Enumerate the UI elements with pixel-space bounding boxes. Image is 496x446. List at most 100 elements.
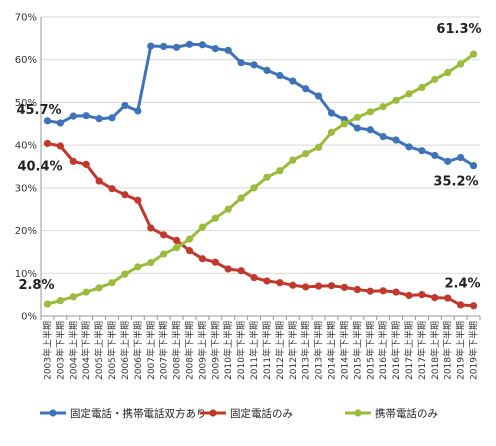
x-tick-label: 2006年下半期 xyxy=(132,321,144,380)
data-point xyxy=(56,119,64,127)
data-point xyxy=(392,96,400,104)
data-point xyxy=(366,126,374,134)
data-point xyxy=(147,42,155,50)
data-point xyxy=(353,124,361,132)
series-group xyxy=(43,40,478,310)
data-point xyxy=(69,112,77,120)
data-point xyxy=(56,142,64,150)
data-point xyxy=(172,244,181,252)
data-point xyxy=(172,43,181,51)
x-tick-label: 2004年下半期 xyxy=(80,321,92,380)
x-tick-label: 2010年下半期 xyxy=(235,321,247,380)
legend-swatch-marker xyxy=(354,409,362,417)
data-point xyxy=(43,300,52,308)
data-point xyxy=(405,143,413,151)
data-point xyxy=(43,139,52,148)
data-point xyxy=(160,42,168,51)
data-point xyxy=(315,92,323,100)
data-point xyxy=(211,258,219,266)
x-tick-label: 2017年上半期 xyxy=(403,321,415,380)
legend-item-0: 固定電話・携帯電話双方あり xyxy=(40,407,207,420)
data-point xyxy=(172,236,181,244)
x-tick-label: 2006年上半期 xyxy=(119,321,131,380)
x-tick-label: 2014年上半期 xyxy=(326,321,338,380)
data-point xyxy=(340,120,349,128)
x-tick-label: 2009年上半期 xyxy=(196,321,208,380)
data-point xyxy=(211,214,219,222)
x-tick-label: 2003年下半期 xyxy=(54,321,66,380)
data-point xyxy=(82,112,90,120)
data-point xyxy=(327,282,336,290)
x-tick-label: 2013年上半期 xyxy=(300,321,312,380)
data-point xyxy=(121,101,129,110)
gridlines xyxy=(41,16,480,317)
x-tick-label: 2018年上半期 xyxy=(429,321,441,380)
data-point xyxy=(147,259,155,267)
x-tick-label: 2019年下半期 xyxy=(468,321,480,380)
y-tick-label: 20% xyxy=(15,226,37,237)
data-point xyxy=(444,294,452,302)
legend-item-1: 固定電話のみ xyxy=(200,407,293,420)
legend-label: 固定電話のみ xyxy=(230,407,293,420)
data-point xyxy=(431,294,439,302)
y-tick-label: 40% xyxy=(15,141,37,152)
data-point xyxy=(224,265,232,273)
data-point xyxy=(160,250,168,258)
x-tick-label: 2009年下半期 xyxy=(209,321,221,380)
x-tick-label: 2017年下半期 xyxy=(416,321,428,380)
data-point xyxy=(237,194,245,202)
data-point xyxy=(418,147,426,155)
x-tick-label: 2012年下半期 xyxy=(287,321,299,380)
data-label: 45.7% xyxy=(16,103,61,118)
x-axis: 2003年上半期 2003年下半期 2004年上半期 2004年下半期 2005年上半期… xyxy=(40,315,481,380)
data-point xyxy=(95,115,103,123)
data-point xyxy=(276,71,284,80)
data-point xyxy=(108,114,116,122)
x-tick-label: 2004年上半期 xyxy=(67,321,79,380)
y-tick-label: 30% xyxy=(15,183,37,194)
y-tick-label: 60% xyxy=(15,55,37,66)
data-point xyxy=(340,283,349,291)
data-point xyxy=(457,60,465,68)
data-point xyxy=(444,68,452,77)
data-point xyxy=(185,235,194,243)
x-tick-label: 2008年下半期 xyxy=(183,321,195,380)
data-point xyxy=(43,117,52,125)
x-tick-label: 2011年下半期 xyxy=(261,321,273,380)
data-label: 2.8% xyxy=(18,278,54,293)
data-point xyxy=(237,267,245,275)
data-point xyxy=(353,285,361,294)
data-point xyxy=(147,224,155,232)
x-tick-label: 2008年上半期 xyxy=(171,321,183,380)
data-point xyxy=(276,279,284,287)
data-label: 40.4% xyxy=(17,159,62,174)
data-point xyxy=(289,281,297,289)
data-point xyxy=(379,287,387,295)
data-point xyxy=(379,133,387,141)
data-point xyxy=(315,143,323,151)
x-tick-label: 2015年下半期 xyxy=(364,321,376,380)
x-tick-label: 2014年下半期 xyxy=(338,321,350,380)
data-point xyxy=(431,151,439,159)
data-label: 2.4% xyxy=(444,277,480,292)
data-point xyxy=(160,231,168,239)
legend-swatch-marker xyxy=(209,409,217,417)
data-point xyxy=(108,279,116,287)
data-point xyxy=(237,59,245,67)
data-point xyxy=(263,66,271,74)
y-axis: 0% 10% 20% 30% 40% 50% 60% 70% xyxy=(15,13,42,323)
series-2 xyxy=(43,50,478,308)
data-point xyxy=(69,293,77,301)
data-point xyxy=(134,263,142,271)
data-point xyxy=(263,173,271,181)
data-point xyxy=(289,77,297,85)
y-tick-label: 70% xyxy=(15,13,37,24)
x-tick-label: 2018年下半期 xyxy=(442,321,454,380)
data-point xyxy=(302,85,310,93)
data-point xyxy=(457,301,465,309)
data-point xyxy=(121,191,129,199)
data-point xyxy=(353,113,361,121)
data-point xyxy=(134,107,142,115)
data-point xyxy=(108,185,116,193)
data-point xyxy=(198,41,206,49)
